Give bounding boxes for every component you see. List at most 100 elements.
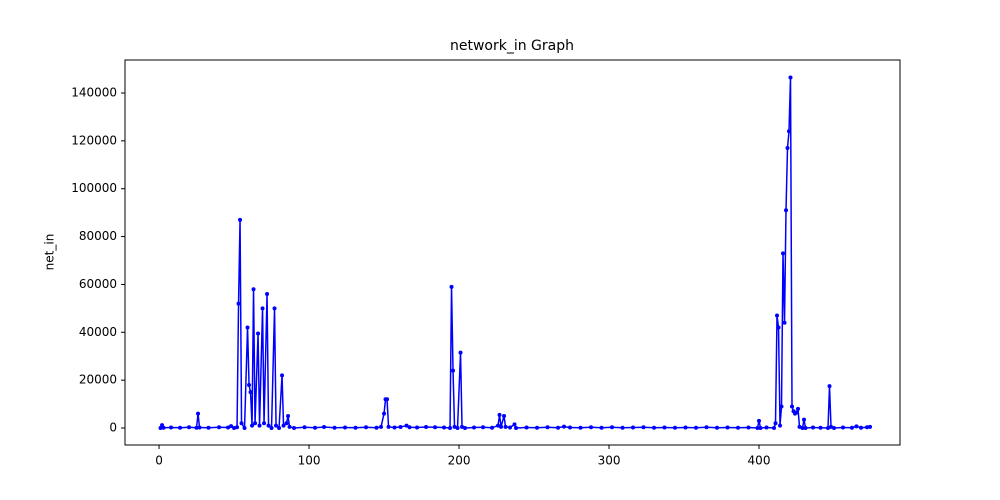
data-point bbox=[280, 373, 285, 378]
y-tick-label: 40000 bbox=[79, 325, 117, 339]
data-point bbox=[772, 426, 777, 431]
data-point bbox=[788, 75, 793, 80]
y-tick-label: 60000 bbox=[79, 277, 117, 291]
x-tick-label: 300 bbox=[598, 454, 621, 468]
data-point bbox=[281, 423, 286, 428]
data-point bbox=[578, 425, 583, 430]
data-point bbox=[865, 425, 870, 430]
data-point bbox=[194, 425, 199, 430]
data-point bbox=[262, 421, 267, 426]
data-point bbox=[818, 425, 823, 430]
data-point bbox=[481, 425, 486, 430]
data-point bbox=[245, 325, 250, 330]
data-point bbox=[382, 411, 387, 416]
data-point bbox=[778, 423, 783, 428]
data-point bbox=[832, 426, 837, 431]
data-point bbox=[794, 410, 799, 415]
data-point bbox=[343, 425, 348, 430]
data-point bbox=[803, 426, 808, 431]
data-point bbox=[463, 426, 468, 431]
data-point bbox=[449, 284, 454, 289]
data-point bbox=[266, 423, 271, 428]
data-point bbox=[850, 425, 855, 430]
data-point bbox=[217, 425, 222, 430]
data-point bbox=[398, 425, 403, 430]
data-point bbox=[415, 425, 420, 430]
data-point bbox=[407, 425, 412, 430]
data-point bbox=[496, 423, 501, 428]
data-point bbox=[776, 325, 781, 330]
data-point bbox=[800, 426, 805, 431]
data-point bbox=[829, 424, 834, 429]
data-point bbox=[442, 425, 447, 430]
data-point bbox=[236, 301, 241, 306]
data-point bbox=[322, 425, 327, 430]
data-point bbox=[599, 425, 604, 430]
data-point bbox=[787, 129, 792, 134]
data-point bbox=[451, 368, 456, 373]
data-point bbox=[773, 421, 778, 426]
y-axis-label: net_in bbox=[43, 234, 57, 271]
data-point bbox=[269, 426, 274, 431]
data-point bbox=[353, 425, 358, 430]
data-point bbox=[197, 425, 202, 430]
data-point bbox=[274, 423, 279, 428]
data-point bbox=[694, 425, 699, 430]
data-point bbox=[277, 426, 282, 431]
data-point bbox=[374, 425, 379, 430]
data-point bbox=[364, 425, 369, 430]
data-point bbox=[610, 425, 615, 430]
data-point bbox=[286, 414, 291, 419]
data-point bbox=[257, 423, 262, 428]
data-point bbox=[302, 425, 307, 430]
data-point bbox=[779, 404, 784, 409]
data-point bbox=[248, 390, 253, 395]
data-point bbox=[785, 146, 790, 151]
data-point bbox=[508, 425, 513, 430]
data-point bbox=[332, 425, 337, 430]
data-point bbox=[652, 425, 657, 430]
data-point bbox=[287, 424, 292, 429]
data-point bbox=[562, 424, 567, 429]
y-tick-label: 20000 bbox=[79, 373, 117, 387]
plot-frame bbox=[124, 59, 901, 446]
data-point bbox=[238, 217, 243, 222]
data-point bbox=[404, 423, 409, 428]
data-point bbox=[460, 424, 465, 429]
data-point bbox=[232, 426, 237, 431]
data-point bbox=[235, 425, 240, 430]
data-point bbox=[535, 425, 540, 430]
y-tick-label: 140000 bbox=[71, 86, 117, 100]
data-point bbox=[758, 426, 763, 431]
data-point bbox=[556, 425, 561, 430]
data-point bbox=[292, 426, 297, 431]
data-point bbox=[424, 425, 429, 430]
data-point bbox=[253, 421, 258, 426]
data-point bbox=[620, 425, 625, 430]
y-tick-label: 100000 bbox=[71, 181, 117, 195]
y-tick-label: 120000 bbox=[71, 133, 117, 147]
data-point bbox=[827, 384, 832, 389]
data-point bbox=[868, 424, 873, 429]
chart-title: network_in Graph bbox=[450, 38, 574, 54]
data-point bbox=[455, 426, 460, 431]
data-point bbox=[784, 208, 789, 213]
data-point bbox=[764, 425, 769, 430]
data-point bbox=[631, 425, 636, 430]
data-point bbox=[512, 422, 517, 427]
data-point bbox=[187, 425, 192, 430]
data-line bbox=[159, 77, 871, 431]
data-point bbox=[841, 425, 846, 430]
data-point bbox=[757, 418, 762, 423]
data-point bbox=[251, 287, 256, 292]
data-point bbox=[239, 421, 244, 426]
data-point bbox=[514, 426, 519, 431]
data-point bbox=[715, 425, 720, 430]
data-point bbox=[284, 421, 289, 426]
data-point bbox=[755, 426, 760, 431]
data-point bbox=[196, 411, 201, 416]
data-point bbox=[683, 425, 688, 430]
data-point bbox=[725, 425, 730, 430]
data-point bbox=[490, 425, 495, 430]
